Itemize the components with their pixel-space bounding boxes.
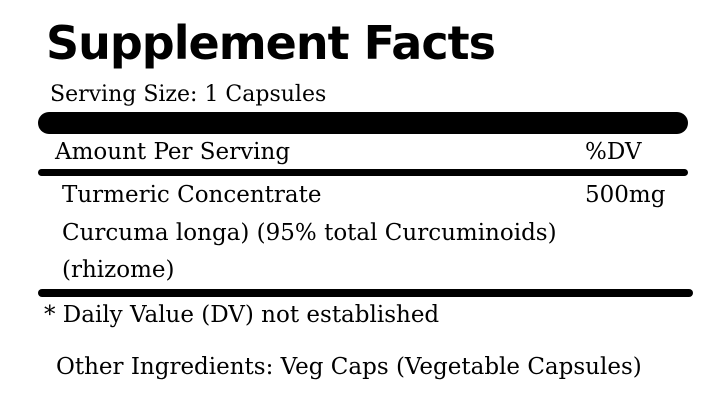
- ingredient-amount: 500mg: [585, 182, 666, 208]
- thick-rule: [38, 112, 688, 134]
- dv-header: %DV: [585, 139, 642, 165]
- ingredient-description: Curcuma longa) (95% total Curcuminoids): [62, 220, 557, 246]
- amount-header: Amount Per Serving: [55, 139, 291, 165]
- rule: [38, 289, 693, 297]
- title: Supplement Facts: [46, 16, 496, 70]
- ingredient-name: Turmeric Concentrate: [62, 182, 322, 208]
- footnote: * Daily Value (DV) not established: [44, 302, 440, 328]
- rule: [38, 169, 688, 176]
- ingredient-description: (rhizome): [62, 257, 175, 283]
- other-ingredients: Other Ingredients: Veg Caps (Vegetable C…: [56, 354, 642, 380]
- serving-size: Serving Size: 1 Capsules: [50, 82, 327, 107]
